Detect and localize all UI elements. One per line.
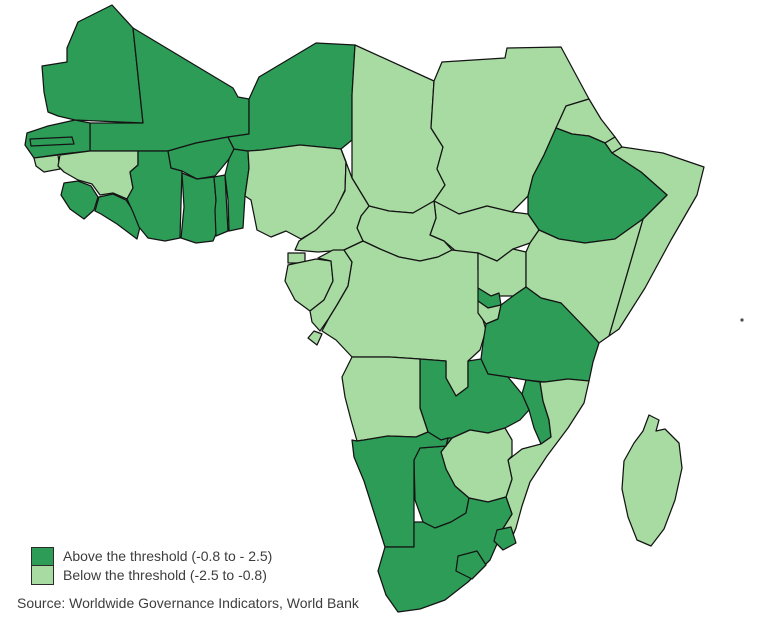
country-cabinda [307,330,323,346]
country-ivory-coast [126,150,183,242]
country-shapes [24,4,744,613]
island-dot [740,318,744,322]
legend-row-above: Above the threshold (-0.8 to - 2.5) [31,547,272,566]
legend-row-below: Below the threshold (-2.5 to -0.8) [31,566,272,585]
country-sierra-leone [60,180,99,220]
country-niger [227,42,356,152]
country-eswatini [493,526,517,551]
source-note: Source: Worldwide Governance Indicators,… [17,595,359,611]
country-ghana [180,172,220,244]
country-namibia [351,431,449,548]
country-mauritania [41,4,144,124]
legend-swatch-below [31,566,54,585]
country-lesotho [455,550,487,580]
legend-label-below: Below the threshold (-2.5 to -0.8) [63,567,267,583]
country-guinea-bissau [33,154,61,173]
country-angola [341,356,429,442]
country-south-africa [377,496,513,613]
country-cameroon [294,148,370,253]
country-burkina-faso [167,136,235,180]
legend-swatch-above [31,547,54,566]
country-gambia [29,136,75,147]
legend-label-above: Above the threshold (-0.8 to - 2.5) [63,548,273,564]
map-legend: Above the threshold (-0.8 to - 2.5) Belo… [31,547,272,585]
country-madagascar [621,414,683,547]
